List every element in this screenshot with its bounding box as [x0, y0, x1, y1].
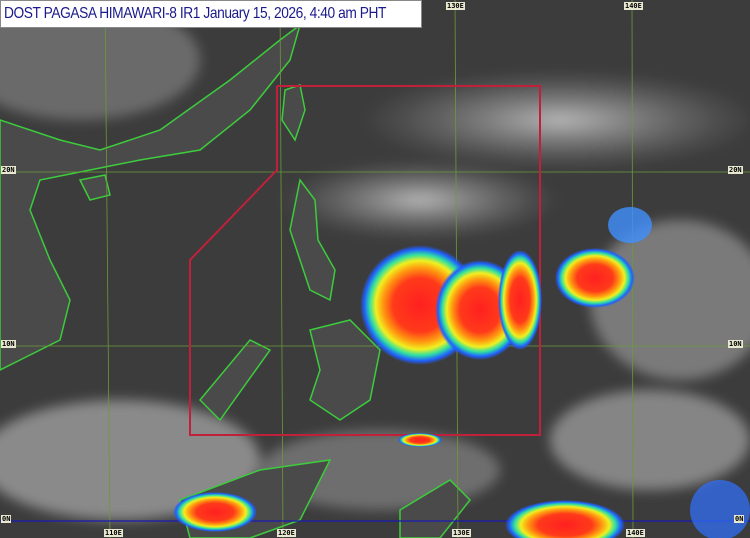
lon-label-bottom-110e: 110E: [104, 529, 123, 537]
lon-label-bottom-120e: 120E: [277, 529, 296, 537]
par-boundary: [189, 85, 541, 436]
lon-label-bottom-130e: 130E: [452, 529, 471, 537]
lat-label-left-10n: 10N: [1, 340, 16, 348]
title-banner: DOST PAGASA HIMAWARI-8 IR1 January 15, 2…: [0, 0, 422, 28]
image-title: DOST PAGASA HIMAWARI-8 IR1 January 15, 2…: [4, 5, 387, 22]
lon-label-bottom-140e: 140E: [626, 529, 645, 537]
lat-label-right-20n: 20N: [728, 166, 743, 174]
convective-clouds: [173, 207, 750, 538]
lat-label-left-20n: 20N: [1, 166, 16, 174]
lat-label-right-0n: 0N: [734, 515, 745, 523]
lat-label-left-0n: 0N: [1, 515, 12, 523]
lat-label-right-10n: 10N: [728, 340, 743, 348]
lon-label-top-140e: 140E: [624, 2, 643, 10]
lon-label-top-130e: 130E: [446, 2, 465, 10]
